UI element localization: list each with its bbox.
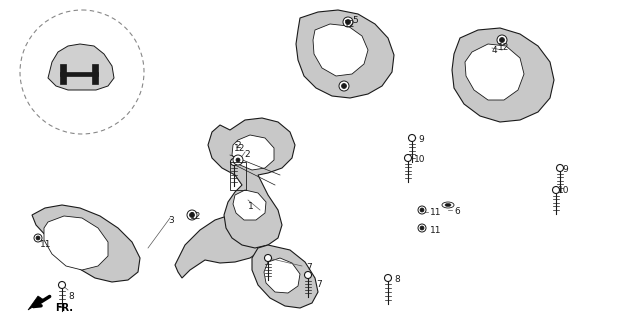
- Polygon shape: [452, 28, 554, 122]
- Text: FR.: FR.: [55, 303, 73, 313]
- Polygon shape: [32, 205, 140, 282]
- Polygon shape: [208, 118, 295, 248]
- Polygon shape: [48, 44, 114, 90]
- Circle shape: [345, 20, 351, 25]
- Circle shape: [36, 236, 40, 240]
- Circle shape: [552, 187, 560, 194]
- Circle shape: [187, 210, 197, 220]
- Circle shape: [409, 134, 415, 141]
- Bar: [230, 162, 246, 190]
- Circle shape: [339, 81, 349, 91]
- Circle shape: [499, 37, 504, 43]
- Polygon shape: [28, 296, 44, 310]
- Circle shape: [236, 158, 240, 162]
- Text: 12: 12: [234, 144, 245, 153]
- Circle shape: [341, 84, 346, 89]
- Circle shape: [343, 17, 353, 27]
- Circle shape: [418, 206, 426, 214]
- Text: 9: 9: [562, 165, 568, 174]
- Text: 8: 8: [394, 275, 400, 284]
- Circle shape: [418, 224, 426, 232]
- Circle shape: [264, 254, 271, 261]
- Text: 9: 9: [418, 135, 424, 144]
- Polygon shape: [175, 215, 268, 278]
- Text: 12: 12: [190, 212, 202, 221]
- Ellipse shape: [445, 204, 451, 206]
- Polygon shape: [465, 44, 524, 100]
- Text: 6: 6: [454, 207, 460, 216]
- Circle shape: [231, 158, 238, 165]
- Polygon shape: [296, 10, 394, 98]
- Text: 10: 10: [558, 186, 570, 195]
- Circle shape: [404, 155, 412, 162]
- Circle shape: [420, 226, 424, 230]
- Polygon shape: [92, 64, 98, 84]
- Text: 2: 2: [235, 141, 241, 150]
- Text: 11: 11: [430, 226, 442, 235]
- Text: 7: 7: [316, 280, 322, 289]
- Text: 11: 11: [430, 208, 442, 217]
- Circle shape: [384, 275, 391, 282]
- Text: 10: 10: [414, 155, 425, 164]
- Ellipse shape: [442, 202, 454, 208]
- Text: 12: 12: [344, 20, 355, 29]
- Polygon shape: [44, 216, 108, 270]
- Text: 7: 7: [306, 263, 312, 272]
- Polygon shape: [264, 258, 300, 293]
- Circle shape: [420, 208, 424, 212]
- Text: 3: 3: [168, 216, 174, 225]
- Polygon shape: [232, 135, 274, 170]
- Circle shape: [497, 35, 507, 45]
- Polygon shape: [313, 24, 368, 76]
- Text: 5: 5: [352, 16, 358, 25]
- Circle shape: [34, 234, 42, 242]
- Circle shape: [305, 271, 312, 278]
- Polygon shape: [60, 64, 66, 84]
- Polygon shape: [233, 190, 266, 220]
- Text: 1: 1: [248, 202, 254, 211]
- Circle shape: [557, 164, 564, 172]
- Polygon shape: [60, 72, 98, 76]
- Text: 11: 11: [40, 240, 52, 249]
- Text: 12: 12: [498, 43, 509, 52]
- Circle shape: [190, 212, 195, 218]
- Polygon shape: [252, 245, 318, 308]
- Circle shape: [233, 155, 243, 165]
- Circle shape: [58, 282, 65, 289]
- Text: 8: 8: [68, 292, 74, 301]
- Text: 2: 2: [244, 150, 249, 159]
- Text: 4: 4: [492, 46, 498, 55]
